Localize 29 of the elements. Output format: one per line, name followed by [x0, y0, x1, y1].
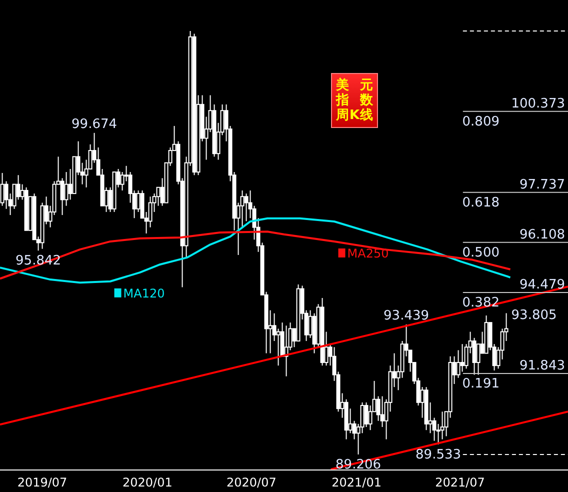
annotation: 93.805 — [511, 308, 557, 324]
annotation: 0.809 — [462, 114, 500, 130]
ref-line-label: 96.108 — [520, 227, 565, 242]
legend-label: MA120 — [123, 286, 165, 300]
annotation: 0.191 — [462, 376, 500, 392]
candlestick — [476, 344, 480, 376]
x-tick-label: 2021/01 — [332, 476, 382, 490]
ref-line-label: 97.737 — [520, 177, 565, 192]
annotation: 0.500 — [462, 245, 500, 260]
ref-line-label: 100.373 — [511, 96, 565, 112]
ref-line-label: 91.843 — [520, 358, 565, 374]
candlestick — [364, 402, 368, 428]
candlestick — [460, 344, 464, 372]
text: 美元指数周K线 — [336, 78, 373, 123]
legend-label: MA250 — [347, 246, 389, 260]
annotation: 0.382 — [462, 295, 500, 310]
x-tick-label: 2019/07 — [17, 476, 68, 490]
annotation: 89.533 — [416, 447, 462, 462]
x-tick-label: 2020/01 — [122, 476, 172, 490]
annotation: 93.439 — [384, 308, 430, 324]
candlestick — [380, 396, 384, 428]
candlestick — [244, 193, 248, 222]
annotation: 0.618 — [462, 195, 500, 210]
candlestick — [276, 328, 280, 366]
candlestick — [64, 172, 68, 206]
x-tick-label: 2021/07 — [435, 476, 485, 490]
ref-line-label: 94.479 — [520, 277, 565, 292]
x-tick-label: 2020/07 — [226, 476, 276, 490]
annotation: 99.674 — [72, 116, 118, 132]
